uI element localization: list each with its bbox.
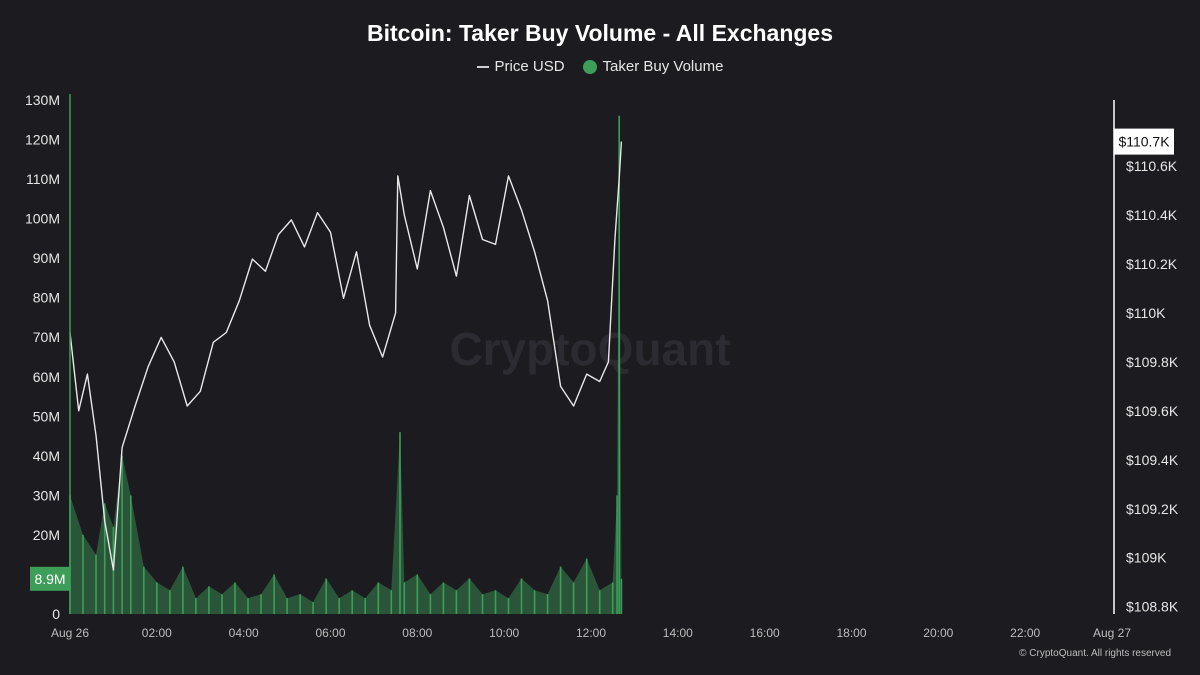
left-tick-label: 60M — [33, 369, 60, 385]
right-tick-label: $109.2K — [1126, 501, 1179, 517]
right-tick-label: $109.8K — [1126, 354, 1179, 370]
last-volume-flag — [30, 566, 70, 591]
right-tick-label: $110.2K — [1126, 256, 1178, 272]
copyright-text: © CryptoQuant. All rights reserved — [1019, 648, 1171, 659]
left-tick-label: 0 — [52, 606, 60, 622]
left-axis-ticks: 010M20M30M40M50M60M70M80M90M100M110M120M… — [25, 92, 60, 622]
right-tick-label: $109.4K — [1126, 452, 1179, 468]
left-tick-label: 30M — [33, 487, 60, 503]
x-tick-label: Aug 27 — [1093, 626, 1131, 640]
x-tick-label: 22:00 — [1010, 626, 1040, 640]
left-tick-label: 50M — [33, 408, 60, 424]
axes-layer — [69, 94, 1115, 614]
x-tick-label: 20:00 — [923, 626, 953, 640]
legend-label-price: Price USD — [494, 58, 565, 75]
x-tick-label: 04:00 — [229, 626, 259, 640]
left-tick-label: 40M — [33, 448, 60, 464]
x-tick-label: 10:00 — [489, 626, 519, 640]
left-tick-label: 120M — [25, 132, 60, 148]
left-tick-label: 80M — [33, 290, 60, 306]
right-tick-label: $110.4K — [1126, 207, 1178, 223]
legend-item-volume[interactable]: Taker Buy Volume — [582, 58, 724, 75]
legend-item-price[interactable]: Price USD — [476, 58, 565, 75]
right-tick-label: $108.8K — [1126, 599, 1179, 615]
left-tick-label: 130M — [25, 92, 60, 108]
price-line-layer — [69, 141, 623, 571]
last-price-label: $110.7K — [1118, 134, 1170, 150]
last-price-flag — [1114, 128, 1174, 155]
chart-title: Bitcoin: Taker Buy Volume - All Exchange… — [366, 20, 834, 46]
x-tick-label: 18:00 — [836, 626, 866, 640]
volume-dot-swatch — [582, 59, 597, 74]
x-tick-label: 12:00 — [576, 626, 606, 640]
price-line-swatch — [476, 65, 489, 68]
last-value-flags: 8.9M $110.7K — [30, 128, 1174, 591]
x-tick-label: Aug 26 — [51, 626, 89, 640]
watermark: CryptoQuant — [449, 323, 730, 375]
x-tick-label: 16:00 — [750, 626, 780, 640]
legend: Price USD Taker Buy Volume — [0, 58, 1200, 75]
right-tick-label: $110.6K — [1126, 158, 1178, 174]
price-line — [69, 141, 623, 571]
right-tick-label: $109K — [1126, 550, 1167, 566]
last-volume-label: 8.9M — [34, 571, 65, 587]
right-tick-label: $109.6K — [1126, 403, 1179, 419]
x-tick-label: 06:00 — [315, 626, 345, 640]
left-tick-label: 110M — [26, 171, 60, 187]
x-axis-ticks: Aug 26 02:00 04:00 06:00 08:00 10:00 12:00 14:0… — [51, 626, 1131, 640]
x-tick-label: 08:00 — [402, 626, 432, 640]
x-tick-label: 02:00 — [142, 626, 172, 640]
left-tick-label: 100M — [25, 211, 60, 227]
right-axis-ticks: $108.8K $109K $109.2K $109.4K $109.6K $109.8K… — [1126, 158, 1179, 615]
left-tick-label: 90M — [33, 250, 60, 266]
legend-label-volume: Taker Buy Volume — [602, 58, 724, 75]
left-tick-label: 20M — [33, 527, 60, 543]
x-tick-label: 14:00 — [663, 626, 693, 640]
volume-area — [70, 115, 622, 615]
right-tick-label: $110K — [1126, 305, 1166, 321]
left-tick-label: 70M — [33, 329, 60, 345]
